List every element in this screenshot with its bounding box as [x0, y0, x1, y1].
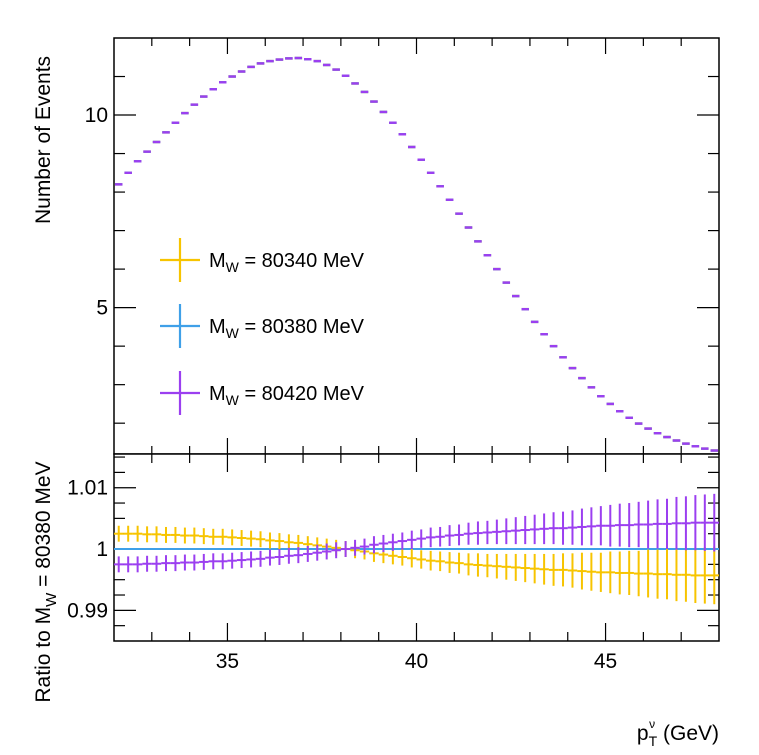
ratio-y-tick-labels: 0.99 1 1.01 — [67, 477, 108, 623]
legend-label-80340: MW = 80340 MeV — [209, 250, 365, 275]
ratio-series — [114, 493, 719, 605]
ratio-y-tick-label: 1 — [96, 538, 108, 561]
ratio-series-0 — [114, 525, 719, 605]
main-panel: 5 10 Number of Events MW = 80340 MeV MW =… — [32, 37, 720, 455]
x-tick-labels: 35 40 45 — [216, 650, 617, 673]
ratio-series-1 — [114, 493, 719, 573]
x-tick-label: 40 — [405, 650, 428, 673]
main-y-tick-labels: 5 10 — [85, 104, 108, 320]
main-plot-frame — [113, 37, 720, 455]
legend-entry-80380: MW = 80380 MeV — [160, 304, 365, 348]
main-y-tick-label: 10 — [85, 104, 108, 127]
x-axis-label: pTν (GeV) — [637, 717, 719, 749]
ratio-panel: 0.99 1 1.01 35 40 45 Ratio to MW = 80380 MeV — [32, 453, 720, 703]
x-tick-label: 35 — [216, 650, 239, 673]
series-2 — [115, 56, 718, 452]
ratio-plot-frame — [113, 453, 720, 642]
main-series — [115, 56, 718, 452]
main-y-ticks — [114, 38, 719, 454]
legend-label-80420: MW = 80420 MeV — [209, 383, 365, 408]
ratio-y-tick-label: 1.01 — [67, 477, 108, 500]
legend-entry-80340: MW = 80340 MeV — [160, 238, 365, 282]
ratio-y-axis-label: Ratio to MW = 80380 MeV — [32, 461, 60, 702]
main-y-tick-label: 5 — [96, 297, 108, 320]
main-y-axis-label: Number of Events — [32, 56, 55, 224]
legend: MW = 80340 MeV MW = 80380 MeV MW = 80420… — [160, 238, 365, 415]
x-tick-label: 45 — [594, 650, 617, 673]
legend-entry-80420: MW = 80420 MeV — [160, 371, 365, 415]
ratio-ticks — [114, 454, 719, 641]
ratio-y-tick-label: 0.99 — [67, 599, 108, 622]
legend-label-80380: MW = 80380 MeV — [209, 316, 365, 341]
